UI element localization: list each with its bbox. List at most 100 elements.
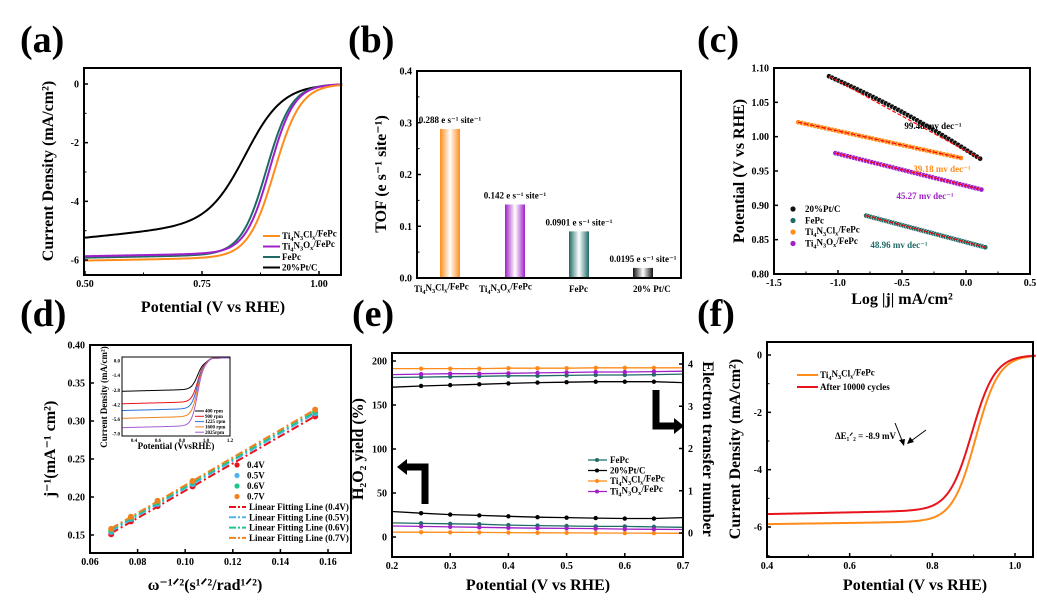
data-point (651, 369, 657, 374)
data-point (506, 366, 511, 371)
legend-label: 0.6V (247, 481, 265, 491)
left-arrow-head-icon (397, 459, 407, 475)
data-point (651, 365, 657, 371)
panel-label-b: (b) (348, 19, 394, 61)
data-point (564, 515, 569, 520)
legend-label: Linear Fitting Line (0.4V) (249, 502, 349, 512)
data-point (418, 524, 424, 529)
y-tick-label-right: 2 (688, 444, 693, 455)
fit-line (866, 215, 986, 248)
legend-label: FePc (282, 252, 301, 262)
data-point (593, 365, 598, 371)
data-point (154, 497, 161, 504)
legend-label: Ti4N3Clx/FePc (282, 229, 337, 243)
data-point (477, 522, 482, 527)
x-axis-label: Potential (V vs RHE) (466, 577, 610, 594)
tafel-slope-label: 45.27 mv dec⁻¹ (896, 191, 953, 201)
data-point (418, 383, 424, 389)
y-tick-label: 0.35 (68, 379, 86, 390)
data-point (593, 369, 598, 375)
data-point (506, 525, 511, 530)
bar-2 (569, 231, 589, 278)
y-tick-label-left: 200 (372, 357, 387, 368)
series-line-ti4n3clx-fepc (766, 354, 1036, 526)
panel-label-e: (e) (352, 293, 394, 335)
legend-label: Ti4N3Ox/FePc (805, 236, 858, 250)
data-point (506, 530, 511, 535)
series-line-ti4n3ox-fepc (84, 83, 343, 258)
y-axis-label: Potential (V vs RHE) (731, 99, 748, 243)
data-point (564, 526, 569, 531)
fit-line (835, 152, 982, 191)
inset-y-tick-label: -1.4 (112, 374, 120, 379)
data-point (651, 527, 657, 532)
y-tick-label: 0.25 (68, 455, 86, 466)
inset-x-tick-label: 1.2 (227, 439, 234, 444)
data-point (506, 381, 511, 386)
legend-marker (234, 462, 240, 468)
x-tick-label: -0.5 (894, 278, 910, 289)
x-category-label: 20% Pt/C (633, 284, 671, 294)
plot-frame (89, 344, 352, 554)
inset-x-axis-label: Potential (VvsRHE) (138, 441, 215, 451)
y-tick-label: 0.2 (400, 170, 413, 181)
data-point (622, 530, 627, 536)
series-20-pt-c (826, 73, 983, 162)
bar-data-label: 0.288 e s⁻¹ site⁻¹ (419, 115, 482, 125)
data-point (418, 511, 424, 516)
data-point (448, 521, 453, 526)
x-tick-label: 0.8 (926, 561, 939, 572)
series-0-7v (108, 406, 319, 532)
x-tick-label: -1.0 (830, 278, 846, 289)
data-point (535, 380, 540, 385)
bar-data-label: 0.142 e s⁻¹ site⁻¹ (484, 191, 547, 201)
y-tick-label: 0.15 (68, 531, 86, 542)
x-tick-label: 0.5 (1024, 278, 1037, 289)
panel-d-kl-chart: 0.06 0.08 0.10 0.12 0.14 0.16 0.15 0.20 0.25 0.30… (42, 341, 352, 594)
inset-x-tick-label: 0.8 (179, 439, 186, 444)
data-point (448, 524, 453, 530)
plot-frame (391, 352, 684, 558)
legend-label: Ti4N3Clx/FePc (610, 474, 665, 488)
y-tick-label: 0.4 (400, 67, 413, 78)
tafel-slope-label: 99.48 mv dec⁻¹ (904, 121, 961, 131)
panel-c-tafel-chart: 99.48 mv dec⁻¹ 48.96 mv dec⁻¹ 39.18 mv dec… (731, 64, 1036, 309)
y-axis-label: Current Density (mA/cm²) (727, 359, 744, 539)
inset-y-axis-label: Current Density (mA/cm²) (99, 346, 109, 448)
inset-y-tick-label: 0.0 (114, 360, 121, 365)
x-tick-label: -1.5 (766, 278, 782, 289)
series-20-pt-c (391, 379, 684, 521)
fit-line (798, 121, 962, 159)
fit-line (110, 408, 316, 530)
y-tick-label: 0.0 (400, 274, 413, 285)
data-point (535, 366, 540, 371)
x-axis-label: Log |j| mA/cm² (851, 291, 953, 308)
data-point (418, 366, 424, 371)
data-point (593, 526, 598, 531)
data-point (651, 516, 657, 521)
legend-label: 0.7V (247, 492, 265, 502)
legend-marker (595, 468, 599, 473)
y-axis-label: TOF (e s⁻¹ site⁻¹) (373, 115, 390, 233)
x-tick-label: 0.7 (677, 561, 690, 572)
series-fepc (863, 212, 989, 251)
data-point (593, 379, 598, 384)
x-tick-label: 0.6 (619, 561, 632, 572)
x-tick-label: 0.3 (444, 561, 457, 572)
x-category-label: FePc (569, 284, 588, 294)
right-axis-arrow (652, 390, 676, 430)
legend-marker (790, 240, 796, 247)
x-axis-label: Potential (V vs RHE) (141, 299, 285, 316)
data-point (108, 525, 115, 532)
legend-marker (595, 458, 599, 462)
data-point (622, 365, 627, 371)
panel-label-f: (f) (697, 293, 735, 335)
right-arrow-head-icon (674, 418, 684, 434)
y-tick-label: -4 (71, 197, 79, 208)
